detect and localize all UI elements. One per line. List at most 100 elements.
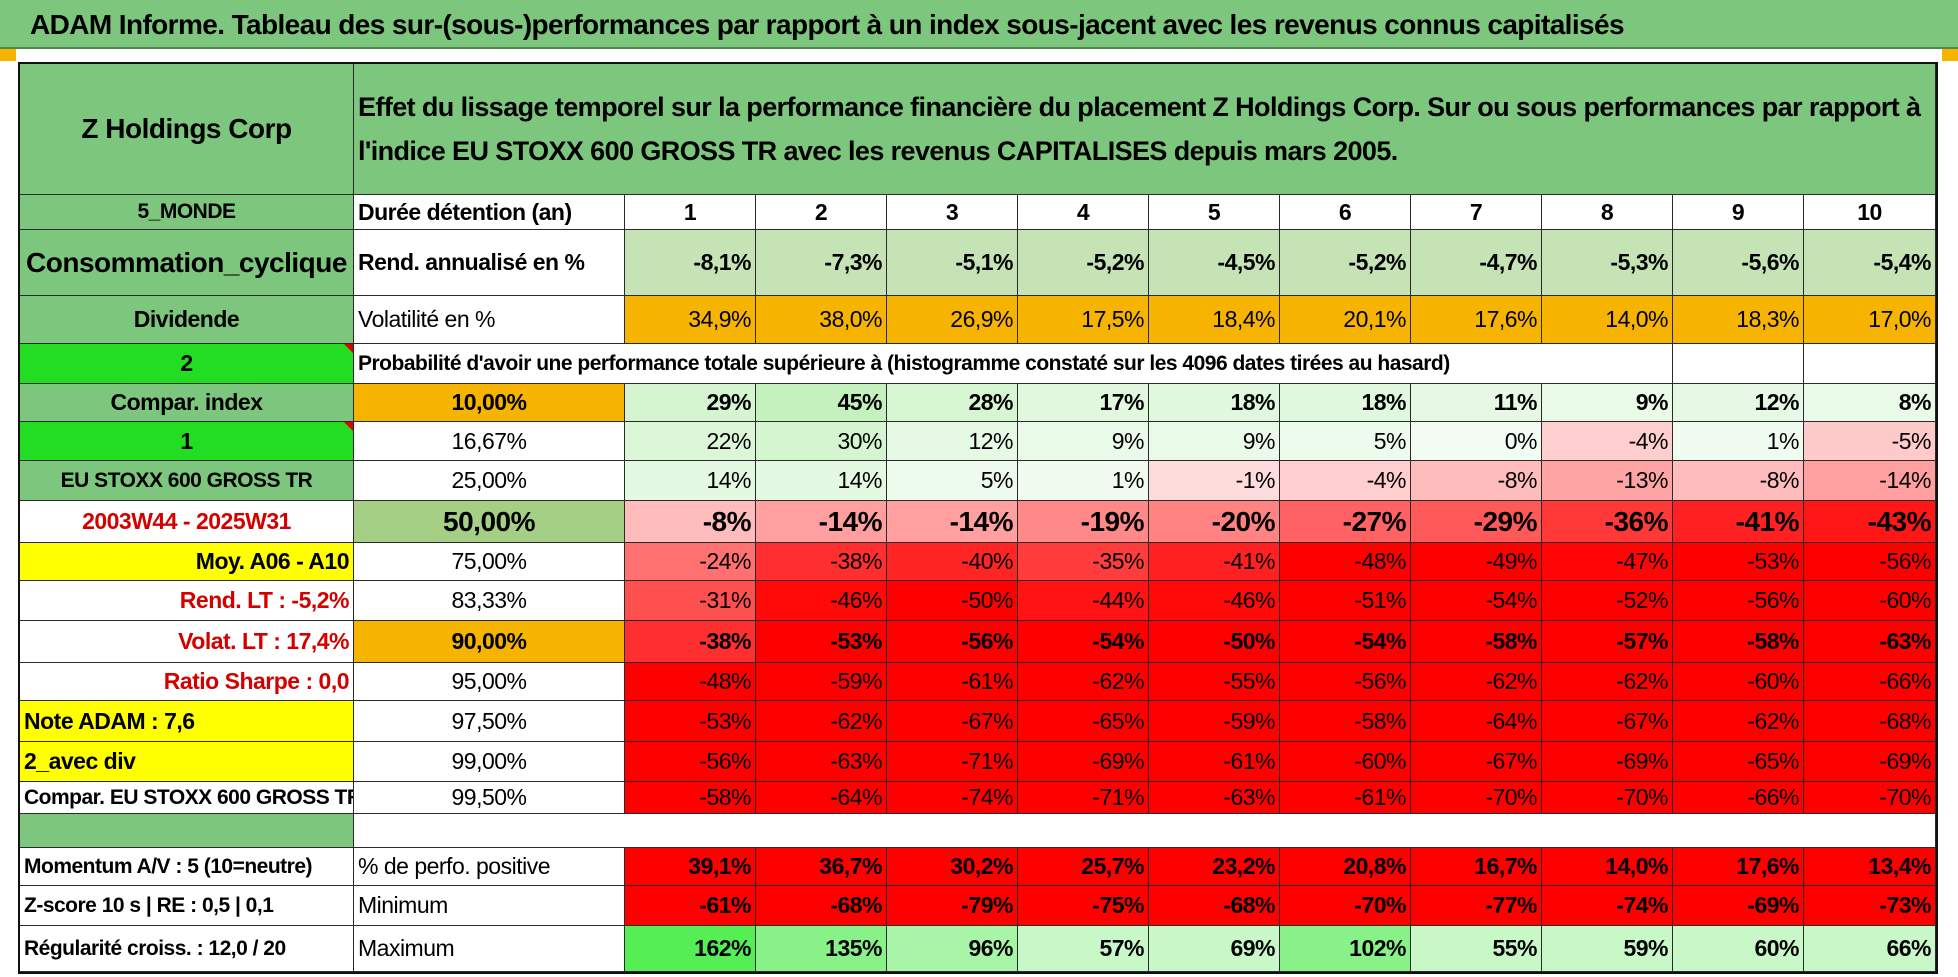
percentile-value: -60% [1804,581,1936,621]
percentile-value: -4% [1542,422,1673,461]
percentile-label: 25,00% [354,461,625,501]
percentile-value: -56% [1280,663,1411,701]
rend-value: -5,4% [1804,230,1936,296]
rend-value: -5,1% [887,230,1018,296]
maximum-value: 69% [1149,926,1280,972]
percentile-value: -60% [1673,663,1804,701]
vol-value: 18,3% [1673,296,1804,344]
percentile-value: 28% [887,384,1018,422]
header-description: Effet du lissage temporel sur la perform… [354,64,1936,195]
title-bar: ADAM Informe. Tableau des sur-(sous-)per… [0,0,1958,49]
percentile-label: 99,50% [354,782,625,814]
vol-value: 34,9% [625,296,756,344]
percentile-value: -31% [625,581,756,621]
percentile-value: -46% [1149,581,1280,621]
zscore-label: Z-score 10 s | RE : 0,5 | 0,1 [20,886,354,926]
minimum-value: -73% [1804,886,1936,926]
percentile-value: 45% [756,384,887,422]
percentile-value: -44% [1018,581,1149,621]
period-label: 2003W44 - 2025W31 [20,501,354,543]
rend-value: -4,7% [1411,230,1542,296]
percentile-value: 17% [1018,384,1149,422]
percentile-value: -56% [1673,581,1804,621]
percentile-value: 9% [1018,422,1149,461]
percentile-value: 14% [625,461,756,501]
rend-value: -8,1% [625,230,756,296]
rend-value: -5,6% [1673,230,1804,296]
selector-value-1: 1 [20,422,354,461]
corner-marker [1942,49,1958,61]
percentile-value: -69% [1542,742,1673,782]
rend-value: -5,2% [1280,230,1411,296]
probability-header: Probabilité d'avoir une performance tota… [354,344,1673,384]
minimum-value: -68% [1149,886,1280,926]
percentile-label: 95,00% [354,663,625,701]
rend-label: Rend. annualisé en % [354,230,625,296]
blank-cell [1673,344,1804,384]
percentile-value: -51% [1280,581,1411,621]
positive-value: 23,2% [1149,848,1280,886]
percentile-value: -66% [1673,782,1804,814]
rend-value: -4,5% [1149,230,1280,296]
positive-label: % de perfo. positive [354,848,625,886]
selector-value-2: 2 [20,344,354,384]
percentile-value: -70% [1542,782,1673,814]
percentile-label: 90,00% [354,621,625,663]
percentile-value: -56% [625,742,756,782]
percentile-label: 75,00% [354,543,625,581]
percentile-value: -61% [1149,742,1280,782]
positive-value: 25,7% [1018,848,1149,886]
percentile-value: -14% [887,501,1018,543]
percentile-value: -62% [1542,663,1673,701]
percentile-value: -52% [1542,581,1673,621]
year-header: 7 [1411,195,1542,230]
percentile-value: -63% [756,742,887,782]
rend-value: -7,3% [756,230,887,296]
maximum-value: 162% [625,926,756,972]
percentile-value: -14% [756,501,887,543]
percentile-value: -59% [1149,701,1280,742]
percentile-value: -70% [1804,782,1936,814]
percentile-value: -62% [1411,663,1542,701]
compar-benchmark-label: Compar. EU STOXX 600 GROSS TR [20,782,354,814]
percentile-value: -59% [756,663,887,701]
percentile-label: 83,33% [354,581,625,621]
percentile-value: -36% [1542,501,1673,543]
volat-lt-label: Volat. LT : 17,4% [20,621,354,663]
vol-label: Volatilité en % [354,296,625,344]
percentile-value: -67% [1411,742,1542,782]
percentile-value: -8% [625,501,756,543]
percentile-value: -1% [1149,461,1280,501]
percentile-value: -5% [1804,422,1936,461]
maximum-value: 59% [1542,926,1673,972]
vol-value: 17,6% [1411,296,1542,344]
year-header: 9 [1673,195,1804,230]
percentile-value: -62% [1673,701,1804,742]
sector-label: Consommation_cyclique [20,230,354,296]
positive-value: 30,2% [887,848,1018,886]
percentile-value: -63% [1149,782,1280,814]
percentile-value: -56% [887,621,1018,663]
percentile-value: -50% [1149,621,1280,663]
percentile-value: -53% [756,621,887,663]
percentile-value: -50% [887,581,1018,621]
percentile-value: -47% [1542,543,1673,581]
blank-cell [1804,344,1936,384]
percentile-value: 14% [756,461,887,501]
maximum-value: 60% [1673,926,1804,972]
duration-label: Durée détention (an) [354,195,625,230]
percentile-value: -71% [887,742,1018,782]
vol-value: 17,0% [1804,296,1936,344]
year-header: 3 [887,195,1018,230]
vol-value: 26,9% [887,296,1018,344]
percentile-value: -68% [1804,701,1936,742]
maximum-value: 135% [756,926,887,972]
percentile-value: -27% [1280,501,1411,543]
percentile-value: -53% [1673,543,1804,581]
year-header: 8 [1542,195,1673,230]
maximum-value: 102% [1280,926,1411,972]
rend-lt-label: Rend. LT : -5,2% [20,581,354,621]
percentile-value: -71% [1018,782,1149,814]
region-label: 5_MONDE [20,195,354,230]
percentile-value: -35% [1018,543,1149,581]
